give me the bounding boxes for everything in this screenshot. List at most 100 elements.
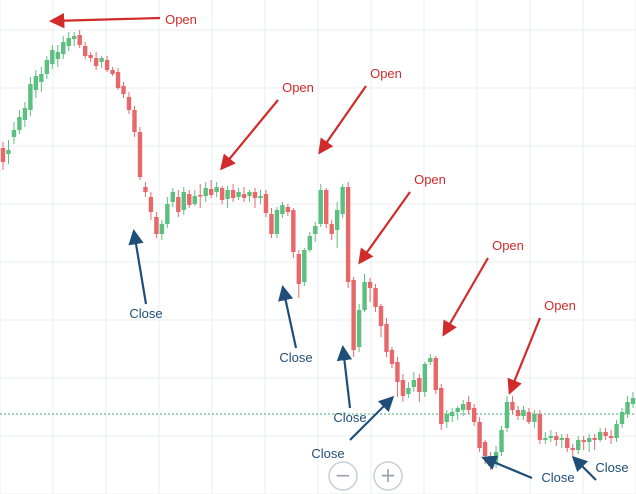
candle-body	[6, 150, 11, 154]
candle-body	[137, 132, 143, 177]
open-arrow	[358, 191, 411, 265]
candle-body	[44, 60, 50, 74]
candlestick-series	[0, 30, 636, 470]
candle-body	[241, 194, 247, 198]
candle-body	[0, 148, 6, 162]
candle-body	[99, 58, 104, 62]
close-label: Close	[541, 470, 574, 485]
candle-body	[225, 190, 230, 199]
candle-body	[176, 197, 181, 212]
candle-body	[460, 404, 466, 410]
candle-body	[345, 187, 351, 282]
candle-body	[433, 358, 438, 390]
candle-body	[280, 205, 285, 214]
candle-body	[537, 414, 543, 440]
candle-body	[82, 46, 88, 56]
candle-body	[548, 436, 554, 438]
minus-icon: −	[335, 463, 352, 487]
candle-body	[269, 214, 274, 234]
candle-body	[121, 86, 126, 94]
close-label: Close	[333, 410, 366, 425]
zoom-out-button[interactable]: −	[328, 461, 358, 491]
annotation-arrows: Open Open Open Open Open Open Close Close Close C…	[48, 12, 629, 485]
candle-body	[395, 362, 400, 382]
candle-body	[170, 192, 176, 202]
candle-body	[307, 236, 312, 250]
candle-body	[351, 280, 356, 350]
close-arrow	[481, 455, 533, 480]
open-arrow	[318, 85, 367, 155]
candle-body	[285, 207, 291, 212]
candle-body	[592, 438, 597, 440]
candle-body	[455, 408, 460, 412]
candle-body	[499, 430, 504, 452]
candle-body	[384, 324, 389, 352]
zoom-controls: − +	[328, 461, 403, 491]
open-label: Open	[544, 298, 576, 313]
candle-body	[554, 436, 559, 440]
candle-body	[614, 424, 619, 438]
close-arrow	[336, 344, 353, 409]
candle-body	[258, 196, 263, 198]
candle-body	[148, 197, 154, 212]
candle-body	[22, 108, 28, 120]
candle-body	[154, 217, 159, 234]
candle-body	[17, 117, 22, 130]
candle-body	[482, 442, 488, 456]
close-label: Close	[129, 306, 162, 321]
candle-body	[39, 74, 44, 82]
zoom-in-button[interactable]: +	[373, 461, 403, 491]
candle-body	[72, 36, 77, 39]
candle-body	[110, 70, 115, 74]
plus-icon: +	[380, 463, 397, 487]
close-label: Close	[595, 460, 628, 475]
candle-body	[411, 380, 417, 387]
candle-body	[630, 398, 636, 404]
candle-body	[450, 412, 455, 416]
candle-body	[477, 422, 482, 448]
candle-body	[603, 432, 608, 436]
candle-body	[291, 210, 296, 252]
close-arrow	[128, 228, 148, 305]
candle-body	[181, 192, 186, 210]
candle-body	[143, 187, 148, 192]
open-arrow	[48, 12, 161, 29]
candle-body	[444, 414, 449, 422]
candle-body	[340, 187, 345, 214]
candle-body	[104, 60, 110, 70]
candle-body	[324, 190, 329, 224]
candle-body	[77, 35, 82, 45]
candle-body	[115, 72, 121, 88]
candle-body	[274, 210, 280, 234]
candle-body	[126, 97, 132, 110]
candle-body	[619, 412, 625, 424]
candle-body	[28, 84, 33, 110]
candle-body	[504, 402, 510, 428]
candle-body	[422, 364, 428, 392]
candle-body	[543, 438, 548, 440]
close-label: Close	[279, 350, 312, 365]
candle-body	[378, 306, 384, 326]
open-arrow	[507, 317, 542, 395]
candle-body	[334, 210, 340, 230]
close-label: Close	[311, 446, 344, 461]
candle-body	[439, 388, 444, 424]
candle-body	[247, 192, 252, 196]
candle-body	[362, 282, 367, 310]
candle-body	[625, 402, 630, 414]
open-arrow	[220, 99, 279, 171]
candle-body	[576, 440, 581, 450]
candle-body	[329, 224, 334, 234]
candle-body	[55, 52, 60, 59]
candle-body	[586, 438, 592, 442]
open-label: Open	[492, 238, 524, 253]
candle-body	[526, 412, 532, 422]
candle-body	[510, 402, 515, 410]
candle-body	[313, 226, 318, 234]
candle-body	[521, 410, 526, 416]
candle-body	[608, 436, 614, 438]
candle-body	[417, 378, 422, 392]
candle-body	[532, 414, 537, 422]
candle-body	[88, 55, 93, 58]
